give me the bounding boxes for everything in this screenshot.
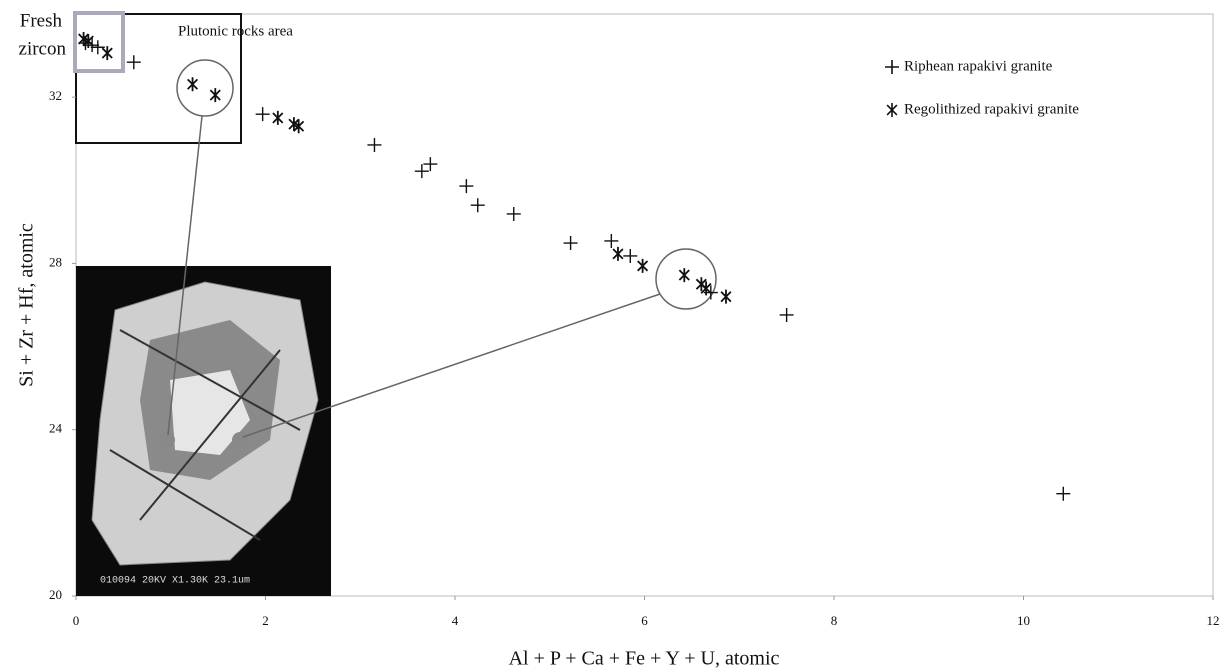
point bbox=[563, 236, 578, 251]
micrograph-caption: 010094 20KV X1.30K 23.1um bbox=[100, 576, 250, 587]
annotation: Fresh bbox=[20, 10, 63, 31]
legend-marker bbox=[885, 60, 899, 74]
point bbox=[414, 164, 429, 179]
x-axis-label: Al + P + Ca + Fe + Y + U, atomic bbox=[509, 648, 780, 670]
point bbox=[612, 246, 624, 261]
x-tick-label: 2 bbox=[262, 613, 269, 628]
point bbox=[779, 307, 794, 322]
annotation: zircon bbox=[19, 38, 67, 59]
y-tick-label: 32 bbox=[49, 88, 62, 103]
point bbox=[506, 206, 521, 221]
connector bbox=[242, 293, 661, 438]
point bbox=[623, 248, 638, 263]
connector bbox=[167, 115, 203, 436]
point bbox=[255, 107, 270, 122]
point bbox=[678, 268, 690, 283]
point bbox=[470, 198, 485, 213]
fresh-zircon-box bbox=[73, 11, 125, 73]
point bbox=[209, 88, 221, 103]
legend-marker bbox=[886, 103, 898, 117]
point bbox=[604, 233, 619, 248]
y-tick-label: 20 bbox=[49, 587, 62, 602]
point bbox=[82, 34, 94, 49]
x-tick-label: 12 bbox=[1207, 613, 1220, 628]
point bbox=[1056, 486, 1071, 501]
x-tick-label: 4 bbox=[452, 613, 459, 628]
point bbox=[367, 137, 382, 152]
annotation: Plutonic rocks area bbox=[178, 23, 293, 39]
point bbox=[423, 157, 438, 172]
x-tick-label: 10 bbox=[1017, 613, 1030, 628]
legend-label: Regolithized rapakivi granite bbox=[904, 101, 1079, 117]
x-tick-label: 8 bbox=[831, 613, 838, 628]
point bbox=[459, 179, 474, 194]
point bbox=[126, 55, 141, 70]
point bbox=[720, 289, 732, 304]
y-axis-label: Si + Zr + Hf, atomic bbox=[16, 223, 38, 387]
point bbox=[293, 119, 305, 134]
point bbox=[90, 40, 105, 55]
point bbox=[700, 281, 712, 296]
y-tick-label: 24 bbox=[49, 421, 63, 436]
highlight-circle bbox=[176, 59, 234, 117]
x-tick-label: 0 bbox=[73, 613, 80, 628]
micrograph bbox=[76, 266, 331, 596]
point bbox=[272, 110, 284, 125]
y-tick-label: 28 bbox=[49, 254, 62, 269]
highlight-circle bbox=[655, 248, 717, 310]
x-tick-label: 6 bbox=[641, 613, 648, 628]
legend-label: Riphean rapakivi granite bbox=[904, 58, 1053, 74]
point bbox=[187, 77, 199, 92]
point bbox=[101, 46, 113, 61]
point bbox=[637, 258, 649, 273]
plutonic-box bbox=[75, 13, 242, 144]
